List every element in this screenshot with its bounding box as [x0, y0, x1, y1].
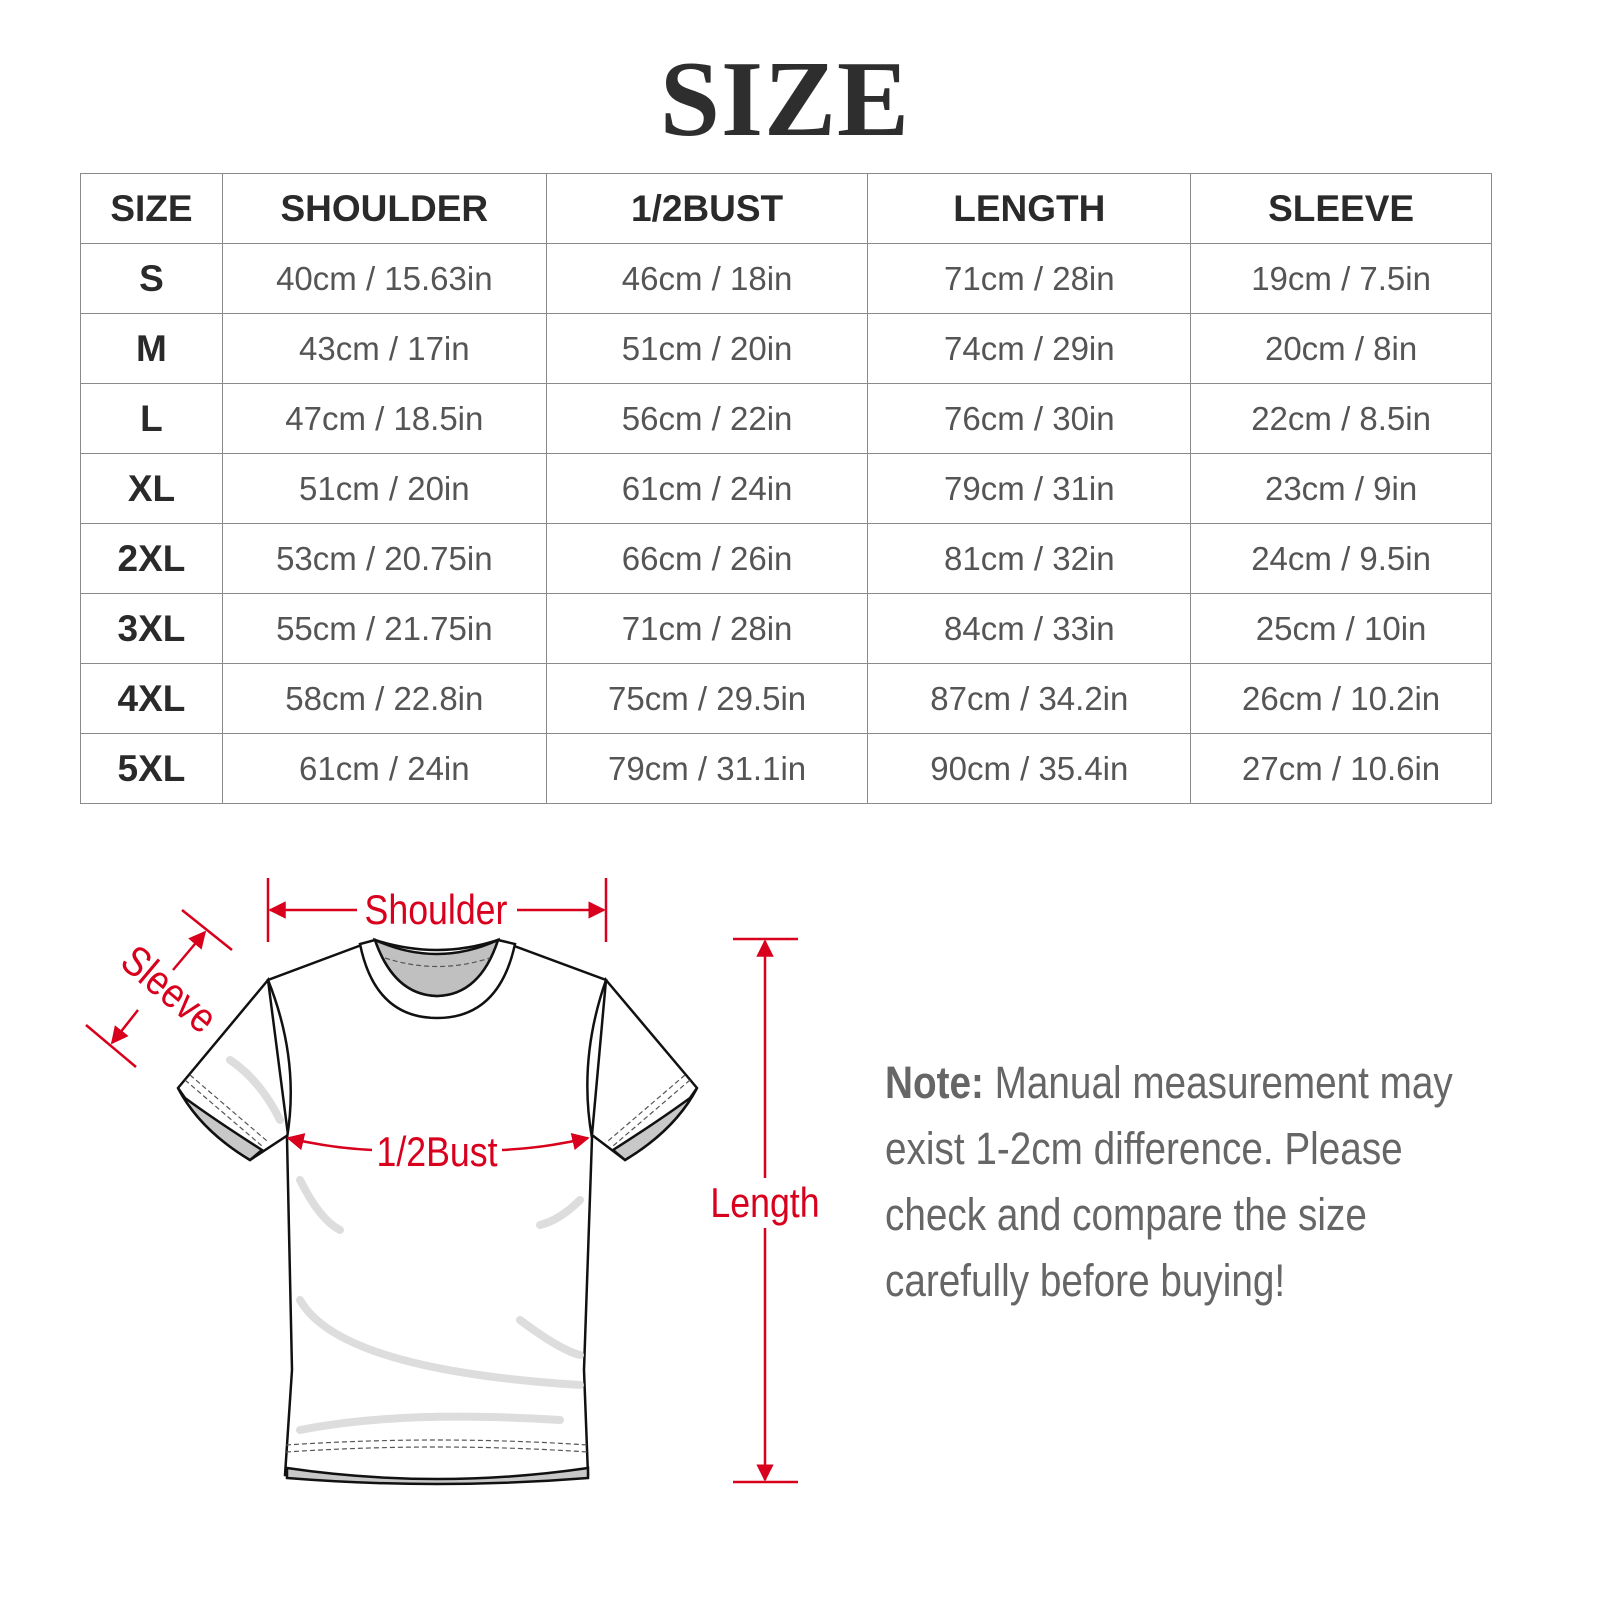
- measurement-cell: 25cm / 10in: [1190, 593, 1492, 664]
- measurement-cell: 51cm / 20in: [221, 453, 547, 524]
- measurement-cell: 53cm / 20.75in: [221, 523, 547, 594]
- table-row: 2XL 53cm / 20.75in 66cm / 26in 81cm / 32in 2…: [80, 523, 1492, 594]
- measurement-cell: 90cm / 35.4in: [867, 733, 1192, 804]
- column-header: LENGTH: [867, 173, 1192, 244]
- measurement-cell: 56cm / 22in: [545, 383, 869, 454]
- measurement-cell: 24cm / 9.5in: [1190, 523, 1492, 594]
- size-cell: L: [80, 383, 223, 454]
- measurement-cell: 81cm / 32in: [867, 523, 1192, 594]
- table-header-row: SIZE SHOULDER 1/2BUST LENGTH SLEEVE: [80, 173, 1492, 244]
- measurement-cell: 61cm / 24in: [545, 453, 869, 524]
- shoulder-label: Shoulder: [365, 887, 508, 933]
- measurement-cell: 75cm / 29.5in: [545, 663, 869, 734]
- sleeve-label: Sleeve: [112, 937, 225, 1043]
- table-row: 3XL 55cm / 21.75in 71cm / 28in 84cm / 33in 2…: [80, 593, 1492, 664]
- measurement-cell: 46cm / 18in: [545, 243, 869, 314]
- size-cell: XL: [80, 453, 223, 524]
- note-label: Note:: [885, 1057, 984, 1108]
- bust-measure: [286, 1133, 590, 1152]
- size-table: SIZE SHOULDER 1/2BUST LENGTH SLEEVE S 40cm / …: [80, 173, 1492, 804]
- tshirt-illustration: [176, 937, 699, 1486]
- table-row: 4XL 58cm / 22.8in 75cm / 29.5in 87cm / 34.2…: [80, 663, 1492, 734]
- measurement-cell: 20cm / 8in: [1190, 313, 1492, 384]
- note-text: Note: Manual measurement may exist 1-2cm…: [885, 1050, 1504, 1314]
- measurement-cell: 71cm / 28in: [545, 593, 869, 664]
- size-cell: S: [80, 243, 223, 314]
- measurement-cell: 47cm / 18.5in: [221, 383, 547, 454]
- size-cell: 3XL: [80, 593, 223, 664]
- measurement-cell: 79cm / 31.1in: [545, 733, 869, 804]
- bust-label: 1/2Bust: [376, 1129, 497, 1175]
- table-row: XL 51cm / 20in 61cm / 24in 79cm / 31in 23cm …: [80, 453, 1492, 524]
- length-measure: [733, 937, 798, 1484]
- measurement-cell: 55cm / 21.75in: [221, 593, 547, 664]
- column-header: SLEEVE: [1190, 173, 1492, 244]
- measurement-cell: 66cm / 26in: [545, 523, 869, 594]
- length-label: Length: [710, 1180, 819, 1226]
- measurement-cell: 22cm / 8.5in: [1190, 383, 1492, 454]
- measurement-cell: 51cm / 20in: [545, 313, 869, 384]
- size-cell: M: [80, 313, 223, 384]
- measurement-cell: 71cm / 28in: [867, 243, 1192, 314]
- measurement-cell: 43cm / 17in: [221, 313, 547, 384]
- measurement-cell: 58cm / 22.8in: [221, 663, 547, 734]
- column-header: SIZE: [80, 173, 223, 244]
- shoulder-measure: [266, 878, 608, 942]
- note-body: Manual measurement may exist 1-2cm diffe…: [885, 1057, 1453, 1306]
- size-cell: 5XL: [80, 733, 223, 804]
- measurement-cell: 19cm / 7.5in: [1190, 243, 1492, 314]
- table-row: L 47cm / 18.5in 56cm / 22in 76cm / 30in 22cm…: [80, 383, 1492, 454]
- table-row: 5XL 61cm / 24in 79cm / 31.1in 90cm / 35.4in…: [80, 733, 1492, 804]
- size-cell: 4XL: [80, 663, 223, 734]
- column-header: 1/2BUST: [545, 173, 869, 244]
- measurement-cell: 26cm / 10.2in: [1190, 663, 1492, 734]
- sleeve-measure: [85, 909, 233, 1068]
- table-row: S 40cm / 15.63in 46cm / 18in 71cm / 28in 19c…: [80, 243, 1492, 314]
- measurement-cell: 74cm / 29in: [867, 313, 1192, 384]
- measurement-cell: 40cm / 15.63in: [221, 243, 547, 314]
- page-title: SIZE: [659, 40, 911, 159]
- measurement-cell: 61cm / 24in: [221, 733, 547, 804]
- measurement-cell: 27cm / 10.6in: [1190, 733, 1492, 804]
- measurement-cell: 76cm / 30in: [867, 383, 1192, 454]
- table-row: M 43cm / 17in 51cm / 20in 74cm / 29in 20cm /…: [80, 313, 1492, 384]
- measurement-cell: 23cm / 9in: [1190, 453, 1492, 524]
- measurement-cell: 84cm / 33in: [867, 593, 1192, 664]
